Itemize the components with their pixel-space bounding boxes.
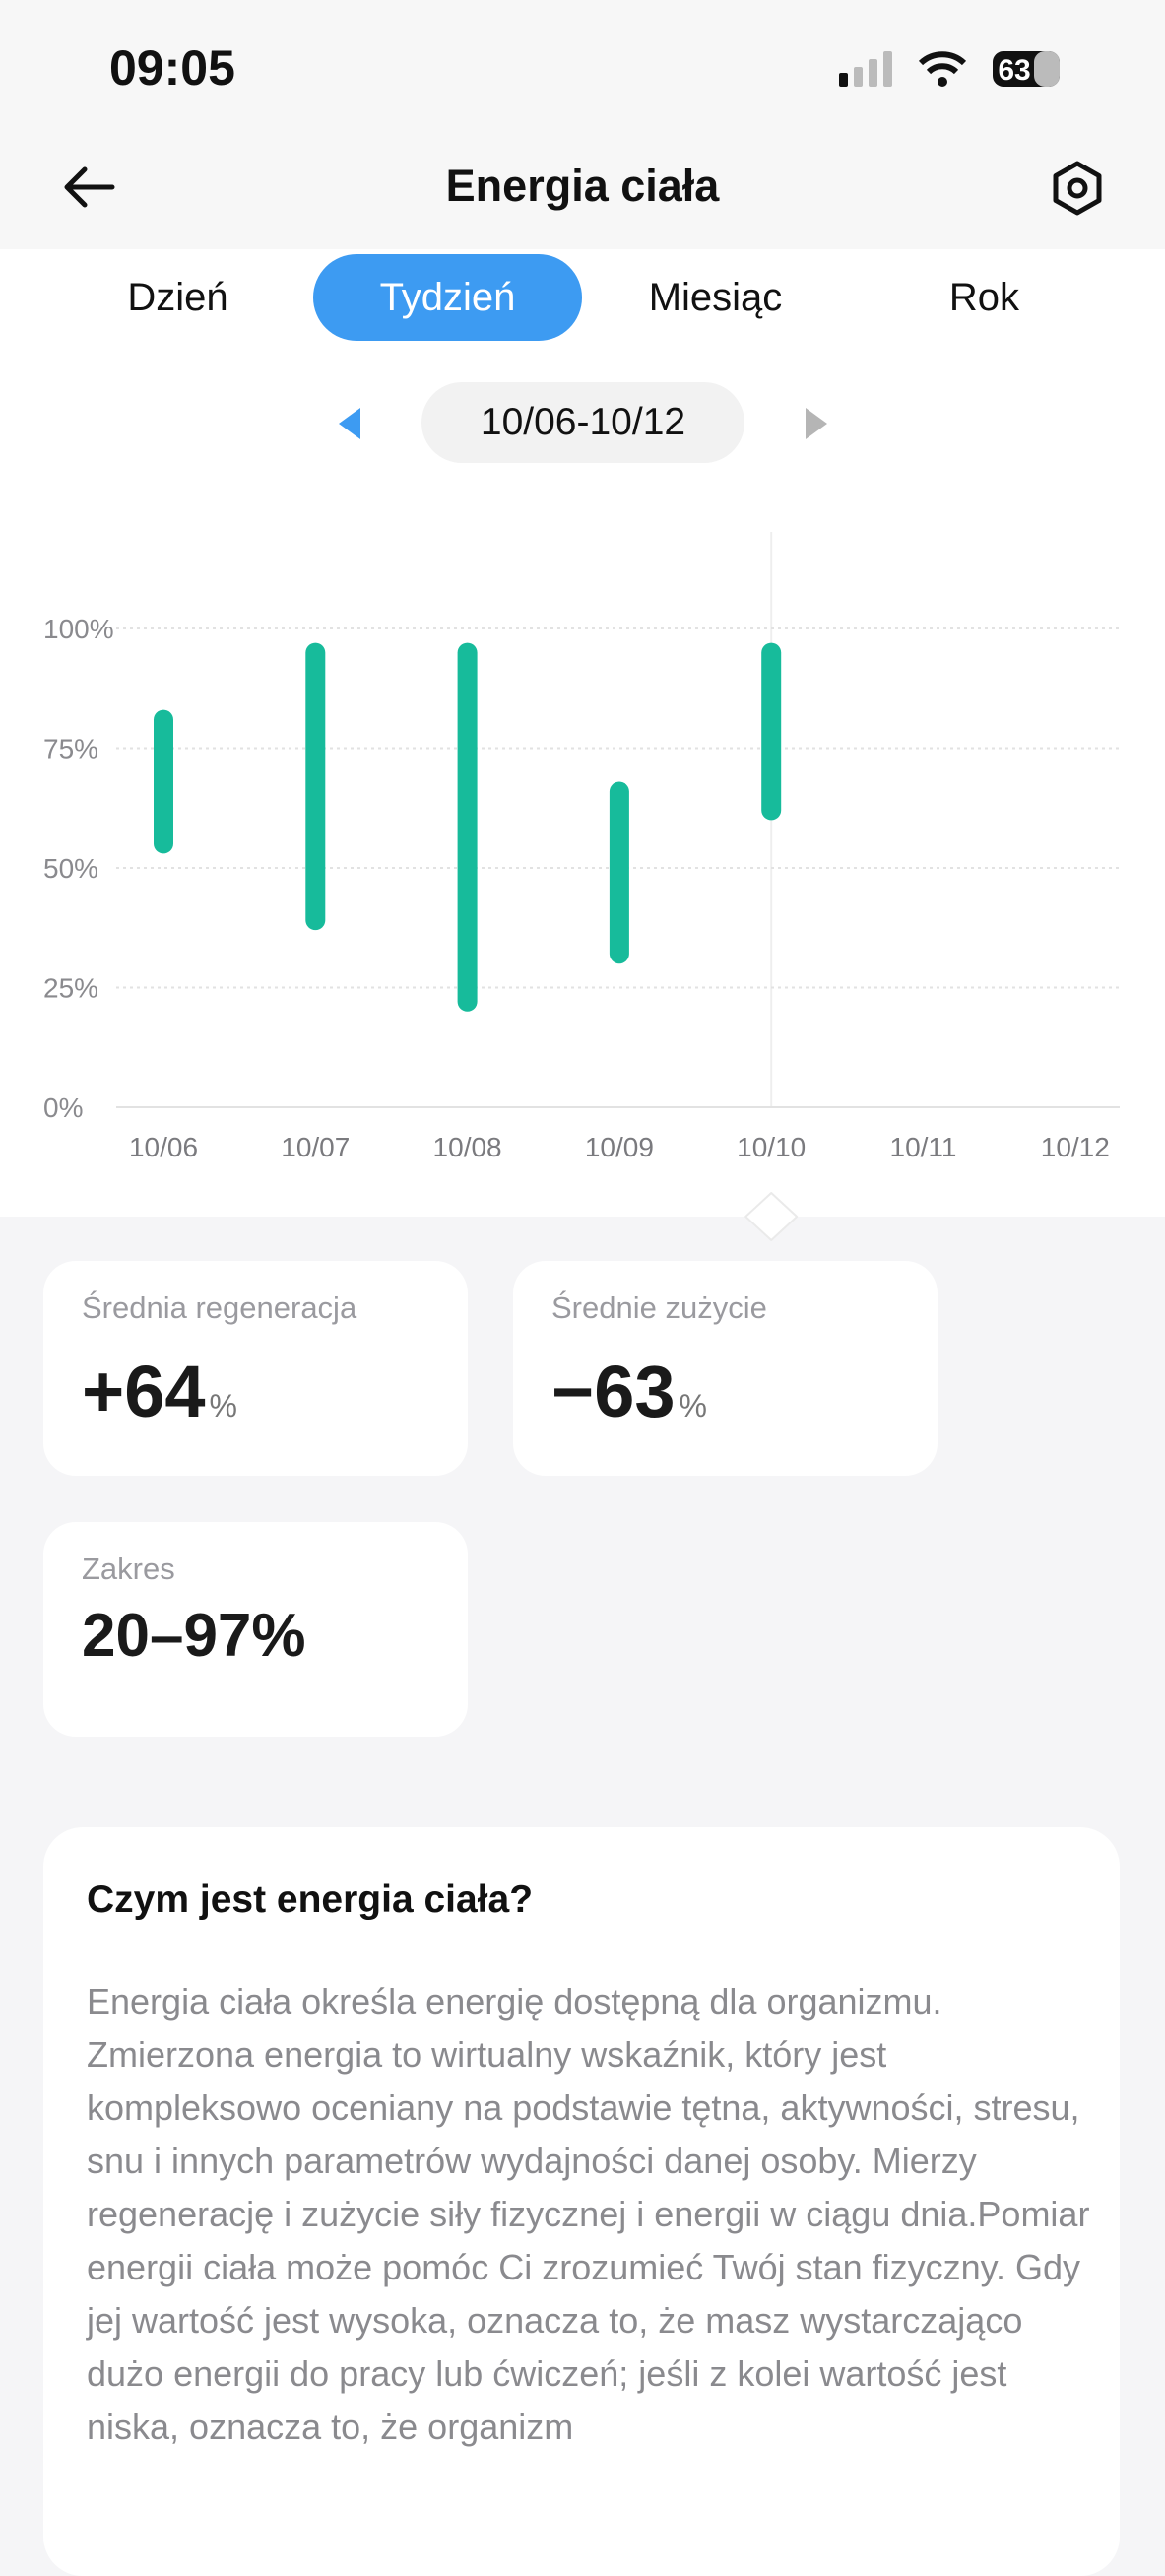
chart: 0% 25% 50% 75% 100% 10/06 10/07 10/08 10/09 10/10… (43, 532, 1120, 1241)
range-bar (457, 642, 478, 1012)
x-tick-label: 10/09 (585, 1132, 654, 1162)
next-button[interactable] (802, 404, 831, 443)
info-title: Czym jest energia ciała? (87, 1879, 534, 1921)
range-bar (154, 709, 173, 854)
range-bar (305, 642, 326, 931)
stat-unit: % (209, 1388, 237, 1423)
battery-level: 63 (998, 54, 1030, 87)
info-card: Czym jest energia ciała? Energia ciała o… (43, 1827, 1120, 2576)
settings-button[interactable] (1050, 161, 1105, 216)
x-tick-label: 10/10 (737, 1132, 806, 1162)
tab[interactable]: Dzień (127, 276, 228, 319)
stat-value-row: −63% (551, 1350, 707, 1433)
stat-label: Średnie zużycie (551, 1290, 767, 1325)
stat-value-row: +64% (82, 1350, 237, 1433)
stat-label: Średnia regeneracja (82, 1290, 357, 1325)
status-time: 09:05 (109, 40, 235, 96)
page-title: Energia ciała (445, 161, 720, 211)
x-tick-label: 10/07 (281, 1132, 350, 1162)
selection-handle (744, 1192, 799, 1241)
x-tick-label: 10/08 (433, 1132, 502, 1162)
y-tick-label: 100% (43, 614, 114, 644)
date-range: 10/06-10/12 (421, 382, 744, 463)
stat-value: 20–97% (82, 1602, 306, 1670)
stat-label: Zakres (82, 1552, 175, 1586)
screen: 09:05 63 Energia ciała Dzień Tydzień Miesi… (0, 0, 1165, 2447)
back-button[interactable] (59, 163, 118, 212)
x-tick-label: 10/06 (129, 1132, 198, 1162)
stat-value: +64 (82, 1351, 206, 1432)
info-body: Energia ciała określa energię dostępną d… (87, 1981, 1090, 2447)
stat-value: −63 (551, 1351, 676, 1432)
x-tick-label: 10/11 (890, 1132, 957, 1162)
x-tick-label: 10/12 (1041, 1132, 1110, 1162)
stat-card: Średnia regeneracja +64% (43, 1261, 468, 1476)
y-tick-label: 50% (43, 853, 98, 884)
top-bar (0, 0, 1165, 249)
stat-card: Zakres 20–97% (43, 1522, 468, 1737)
tab[interactable]: Miesiąc (648, 276, 783, 319)
y-tick-label: 75% (43, 734, 98, 764)
tab[interactable]: Tydzień (313, 254, 582, 341)
y-tick-label: 25% (43, 973, 98, 1004)
stat-card: Średnie zużycie −63% (513, 1261, 938, 1476)
range-bar (761, 642, 782, 821)
tab[interactable]: Rok (948, 276, 1020, 319)
stat-unit: % (679, 1388, 707, 1423)
prev-button[interactable] (335, 404, 364, 443)
status-icons: 63 (839, 51, 1060, 87)
range-bar (609, 781, 629, 964)
y-tick-label: 0% (43, 1092, 83, 1123)
